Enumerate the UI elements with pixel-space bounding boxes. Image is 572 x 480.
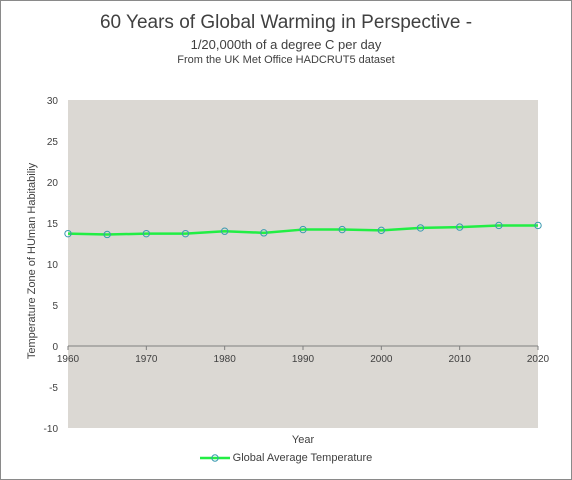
y-tick-label: 15 [47, 219, 59, 230]
y-tick-label: -5 [49, 383, 58, 394]
series-line [67, 224, 538, 236]
data-point [142, 229, 151, 238]
y-tick-label: 25 [47, 137, 59, 148]
chart-subtitle: 1/20,000th of a degree C per day [190, 37, 382, 52]
y-tick-label: -10 [44, 424, 59, 435]
legend-label: Global Average Temperature [232, 452, 373, 464]
chart-source-note: From the UK Met Office HADCRUT5 dataset [177, 54, 395, 66]
y-tick-label: 10 [47, 260, 59, 271]
y-tick-label: 30 [47, 96, 59, 107]
data-point [534, 221, 542, 230]
x-axis-title: Year [292, 434, 315, 446]
chart-title: 60 Years of Global Warming in Perspectiv… [99, 12, 473, 33]
plot-area [68, 100, 538, 428]
data-point [377, 226, 386, 235]
x-tick-label: 2020 [527, 354, 550, 365]
data-point [338, 225, 346, 234]
data-point [64, 229, 72, 238]
data-point [495, 221, 503, 230]
data-point [220, 227, 229, 235]
x-tick-label: 1980 [214, 354, 237, 365]
data-point [299, 225, 307, 234]
x-tick-label: 1970 [135, 354, 158, 365]
legend: Global Average Temperature [0, 452, 572, 464]
data-point [103, 230, 111, 239]
y-tick-label: 5 [52, 301, 58, 312]
data-point [416, 224, 425, 232]
y-tick-label: 0 [52, 342, 58, 353]
x-tick-label: 1960 [57, 354, 80, 365]
y-axis-title: Temperature Zone of HUman Habitabiliy [26, 162, 38, 359]
x-tick-label: 2010 [449, 354, 472, 365]
x-tick-label: 1990 [292, 354, 315, 365]
x-tick-label: 2000 [370, 354, 393, 365]
y-tick-label: 20 [47, 178, 59, 189]
data-point [181, 229, 190, 238]
legend-swatch [199, 454, 230, 462]
data-point [455, 223, 464, 231]
data-point [260, 229, 268, 237]
